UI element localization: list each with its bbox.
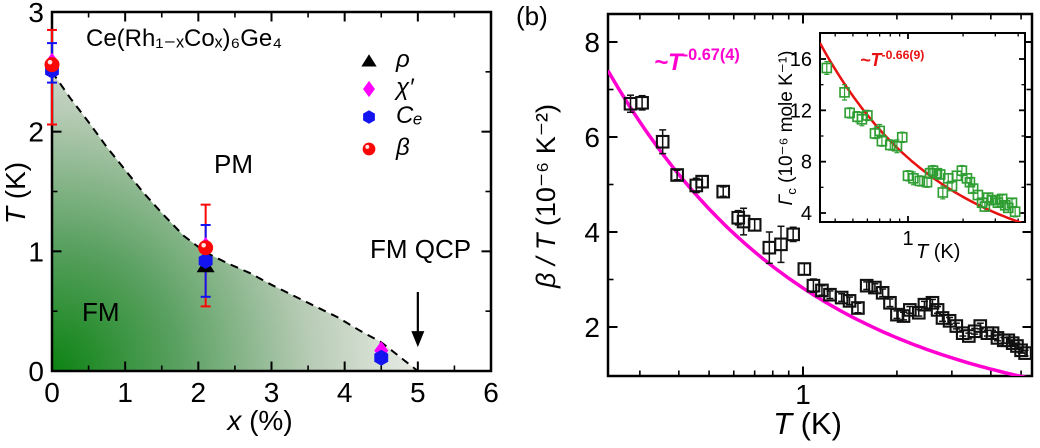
svg-text:0: 0: [28, 356, 44, 387]
panel-a-xlabel: x (%): [227, 405, 293, 436]
inset-ylabel: Γc (10⁻⁶ mole K⁻¹): [776, 50, 799, 206]
legend-label: Cₑ: [396, 101, 423, 129]
panel-a-ylabel: T (K): [0, 161, 31, 225]
panel-b-inset: 1 4 8 12 16: [790, 32, 1026, 250]
beta-over-t-points: [623, 94, 1032, 360]
inset-xlabel: T (K): [916, 241, 961, 263]
svg-text:2: 2: [28, 117, 44, 148]
fit-line-inset: [820, 42, 1023, 222]
svg-text:16: 16: [790, 49, 812, 71]
diamond-marker-icon: [363, 80, 375, 98]
svg-text:4: 4: [584, 217, 600, 248]
legend-item-2: Cₑ: [358, 102, 423, 130]
svg-text:0: 0: [44, 377, 60, 408]
svg-text:1: 1: [902, 228, 913, 250]
svg-text:5: 5: [410, 377, 426, 408]
grueneisen-points: [821, 60, 1021, 218]
ball-marker-icon: [362, 142, 376, 156]
series-ball: [44, 57, 214, 256]
panel-a-title: Ce(Rh₁₋ₓCoₓ)₆Ge₄: [86, 25, 283, 52]
svg-text:3: 3: [28, 0, 44, 28]
legend-item-0: ρ: [358, 46, 423, 74]
svg-text:4: 4: [337, 377, 353, 408]
svg-text:1: 1: [117, 377, 133, 408]
svg-text:8: 8: [584, 27, 600, 58]
annotation-pm: PM: [214, 149, 253, 179]
svg-text:1: 1: [795, 379, 811, 410]
legend-label: β: [396, 133, 410, 161]
panel-b-xlabel: T (K): [773, 406, 842, 441]
svg-text:1: 1: [28, 236, 44, 267]
annotation-fm-qcp: FM QCP: [370, 234, 472, 264]
fit-label-inset: ~T-0.66(9): [860, 47, 925, 70]
panel-a-plot: 0 1 2 3 4 5 6 0 1 2 3: [28, 0, 498, 408]
legend-label: ρ: [396, 45, 410, 73]
fit-line-main: [608, 69, 1028, 376]
svg-text:2: 2: [584, 312, 600, 343]
panel-a-legend: ρ χ′ Cₑ β: [358, 46, 423, 162]
svg-text:6: 6: [483, 377, 499, 408]
fit-label-main: ~T-0.67(4): [654, 46, 740, 76]
hexagon-marker-icon: [363, 110, 375, 124]
svg-text:3: 3: [264, 377, 280, 408]
svg-text:12: 12: [790, 100, 812, 122]
svg-text:6: 6: [584, 122, 600, 153]
legend-item-3: β: [358, 134, 423, 162]
triangle-marker-icon: [361, 54, 377, 67]
svg-text:8: 8: [801, 152, 812, 174]
svg-text:4: 4: [801, 203, 812, 225]
legend-label: χ′: [396, 73, 414, 101]
fm-region: [52, 71, 418, 372]
annotation-fm: FM: [82, 297, 120, 327]
panel-b-ylabel: β / T (10⁻⁶ K⁻²): [531, 103, 561, 289]
phase-boundary-line: [51, 71, 419, 372]
qcp-arrow: [411, 292, 425, 348]
svg-text:2: 2: [191, 377, 207, 408]
legend-item-1: χ′: [358, 74, 423, 102]
panel-b-tag: (b): [516, 1, 548, 31]
